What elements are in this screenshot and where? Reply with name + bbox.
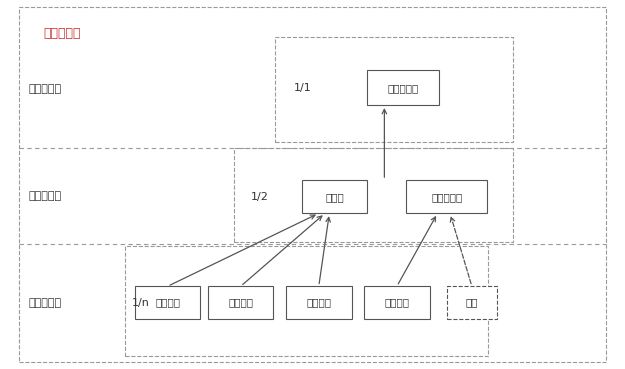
- Text: 员工管理组: 员工管理组: [28, 297, 61, 308]
- Bar: [368, 70, 439, 106]
- Text: 运营总监: 运营总监: [228, 297, 253, 308]
- Text: 1/1: 1/1: [294, 83, 312, 93]
- Bar: [135, 286, 200, 319]
- Text: 财务官: 财务官: [325, 192, 344, 202]
- Text: 首席执行官: 首席执行官: [388, 83, 419, 93]
- Bar: [364, 286, 430, 319]
- Bar: [208, 286, 274, 319]
- Text: 财务主管: 财务主管: [306, 297, 331, 308]
- Bar: [286, 286, 351, 319]
- Text: 1/2: 1/2: [251, 192, 268, 202]
- Bar: [447, 286, 497, 319]
- Bar: [125, 246, 488, 356]
- Text: 一级审核人: 一级审核人: [28, 190, 61, 201]
- Text: 1/n: 1/n: [132, 297, 149, 308]
- Text: 技术总监: 技术总监: [155, 297, 180, 308]
- Text: 二级审核人: 二级审核人: [28, 83, 61, 94]
- Bar: [406, 180, 488, 213]
- Text: 数字资产官: 数字资产官: [431, 192, 462, 202]
- Bar: [302, 180, 368, 213]
- Text: 业务流构建: 业务流构建: [44, 27, 81, 40]
- Bar: [234, 148, 512, 242]
- Text: 其他: 其他: [466, 297, 478, 308]
- Bar: [275, 37, 512, 142]
- Text: 后勤主管: 后勤主管: [384, 297, 409, 308]
